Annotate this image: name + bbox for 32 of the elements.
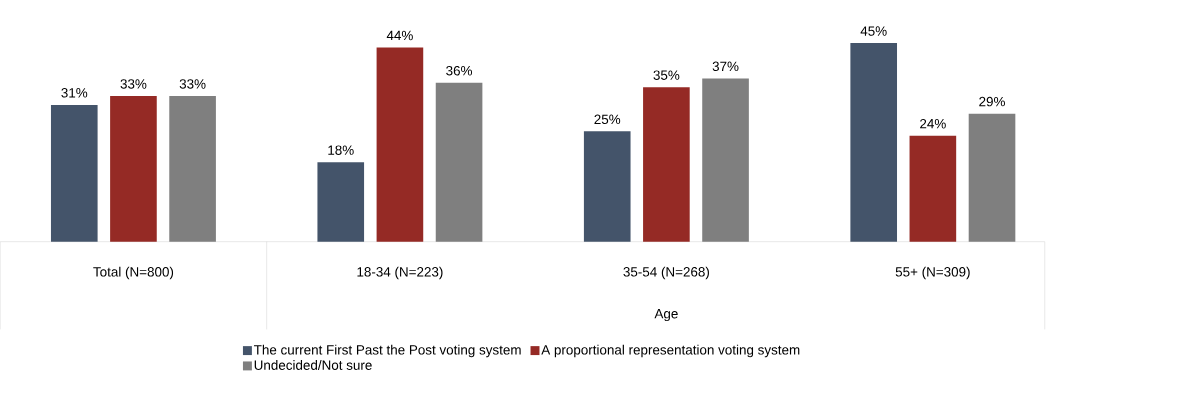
data-label: 25% [594,114,621,124]
data-label: 31% [61,87,88,98]
bar [583,131,631,242]
data-label: 45% [860,26,887,36]
data-label: 35% [653,70,680,80]
x-tick-label: Total (N=800) [93,266,174,280]
bar [169,95,216,242]
data-label: 24% [920,118,946,129]
text: Age [654,308,678,321]
bar [376,47,424,242]
data-label: 37% [712,61,739,71]
legend-label: The current First Past the Post voting system [253,344,521,357]
bar [643,86,690,242]
legend-label: A proportional representation voting system [541,344,800,357]
bar [909,135,957,242]
bar [968,113,1016,242]
data-label: 33% [120,78,147,89]
bar [435,82,483,242]
data-label: 44% [386,30,413,40]
bar [110,95,157,242]
bar [50,104,98,242]
bar [850,42,898,242]
data-label: 18% [328,145,354,155]
bar [317,162,365,242]
legend-label: Undecided/Not sure [254,359,372,370]
data-label: 33% [179,78,206,89]
x-tick-label: 55+ (N=309) [895,266,970,280]
bar [702,78,749,242]
x-tick-label: 18-34 (N=223) [357,266,443,280]
data-label: 36% [446,65,473,76]
x-tick-label: 35-54 (N=268) [623,266,709,280]
data-label: 29% [979,96,1005,107]
